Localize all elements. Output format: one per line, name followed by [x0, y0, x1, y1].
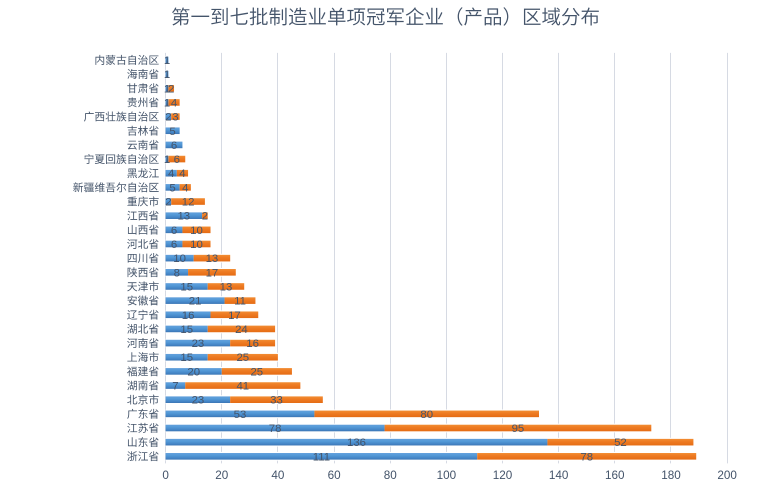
- svg-text:23: 23: [192, 338, 205, 350]
- svg-text:80: 80: [384, 469, 398, 482]
- svg-text:1: 1: [164, 83, 170, 95]
- svg-text:41: 41: [236, 381, 249, 393]
- svg-text:10: 10: [173, 253, 186, 265]
- svg-text:16: 16: [182, 310, 195, 322]
- svg-text:4: 4: [179, 168, 185, 180]
- svg-text:10: 10: [190, 225, 203, 237]
- svg-text:2: 2: [165, 197, 171, 209]
- svg-text:20: 20: [187, 366, 200, 378]
- svg-text:33: 33: [270, 395, 283, 407]
- svg-text:7: 7: [172, 381, 178, 393]
- svg-text:52: 52: [614, 437, 627, 449]
- svg-text:25: 25: [236, 352, 249, 364]
- svg-text:17: 17: [228, 310, 241, 322]
- svg-text:160: 160: [605, 469, 625, 482]
- svg-text:23: 23: [192, 395, 205, 407]
- svg-text:140: 140: [549, 469, 569, 482]
- svg-text:80: 80: [420, 409, 433, 421]
- svg-text:11: 11: [234, 296, 246, 308]
- svg-text:20: 20: [215, 469, 229, 482]
- svg-text:15: 15: [180, 352, 193, 364]
- svg-text:6: 6: [171, 140, 177, 152]
- svg-text:53: 53: [234, 409, 247, 421]
- svg-text:10: 10: [190, 239, 203, 251]
- svg-text:6: 6: [171, 239, 177, 251]
- svg-text:6: 6: [174, 154, 180, 166]
- svg-text:1: 1: [164, 97, 170, 109]
- svg-text:21: 21: [189, 296, 202, 308]
- svg-text:60: 60: [328, 469, 342, 482]
- svg-text:2: 2: [202, 211, 208, 223]
- svg-text:15: 15: [180, 324, 193, 336]
- svg-text:3: 3: [172, 112, 178, 124]
- svg-text:6: 6: [171, 225, 177, 237]
- svg-text:2: 2: [165, 112, 171, 124]
- svg-text:16: 16: [246, 338, 259, 350]
- svg-text:4: 4: [171, 97, 177, 109]
- svg-text:1: 1: [164, 69, 170, 81]
- svg-text:8: 8: [174, 267, 180, 279]
- svg-text:78: 78: [269, 423, 282, 435]
- svg-text:78: 78: [580, 451, 593, 463]
- svg-text:17: 17: [206, 267, 219, 279]
- svg-text:100: 100: [437, 469, 457, 482]
- svg-text:40: 40: [271, 469, 285, 482]
- svg-text:136: 136: [347, 437, 366, 449]
- svg-text:24: 24: [235, 324, 248, 336]
- svg-text:13: 13: [220, 281, 233, 293]
- svg-text:5: 5: [169, 182, 175, 194]
- svg-text:111: 111: [313, 451, 330, 463]
- svg-text:4: 4: [182, 182, 188, 194]
- svg-text:4: 4: [168, 168, 174, 180]
- svg-text:2: 2: [168, 83, 174, 95]
- svg-text:13: 13: [206, 253, 219, 265]
- svg-text:200: 200: [717, 469, 737, 482]
- svg-text:12: 12: [182, 197, 195, 209]
- svg-text:95: 95: [512, 423, 525, 435]
- svg-text:25: 25: [250, 366, 263, 378]
- svg-text:1: 1: [164, 55, 170, 67]
- svg-text:13: 13: [177, 211, 190, 223]
- svg-text:15: 15: [180, 281, 193, 293]
- svg-text:5: 5: [169, 126, 175, 138]
- svg-text:120: 120: [493, 469, 513, 482]
- svg-text:0: 0: [162, 469, 169, 482]
- svg-text:1: 1: [164, 154, 170, 166]
- svg-text:180: 180: [661, 469, 681, 482]
